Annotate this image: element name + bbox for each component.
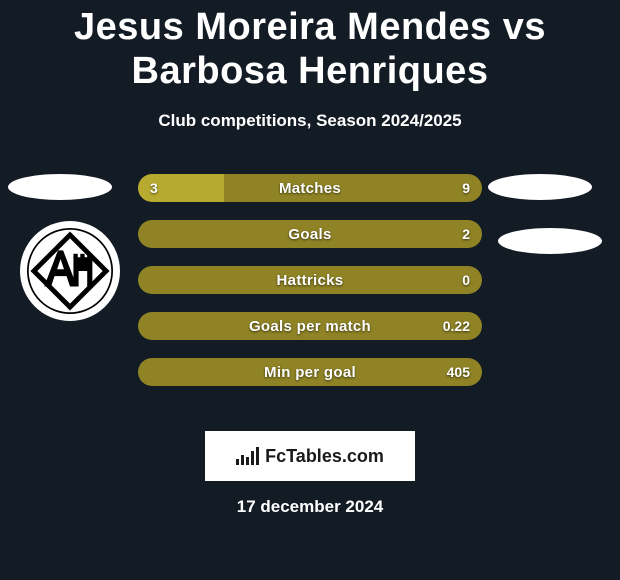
stat-row: Min per goal405 [138,358,482,386]
source-attribution-box: FcTables.com [205,431,415,481]
bar-chart-icon [236,447,259,465]
stat-row-right-value: 405 [447,358,470,386]
stat-row-label: Matches [138,174,482,202]
comparison-infographic: Jesus Moreira Mendes vs Barbosa Henrique… [0,0,620,580]
stat-row-right-value: 0 [462,266,470,294]
stat-row-left-value: 3 [150,174,158,202]
left-club-badge [20,221,120,321]
stat-row: Matches3 9 [138,174,482,202]
stat-bars: Matches3 9 Goals2 Hattricks0 Goals per match… [138,174,482,404]
generation-date: 17 december 2024 [0,497,620,517]
stat-row: Goals2 [138,220,482,248]
stat-row-right-value: 2 [462,220,470,248]
right-club-placeholder [498,228,602,254]
left-avatar-placeholder [8,174,112,200]
stat-row-label: Min per goal [138,358,482,386]
subtitle: Club competitions, Season 2024/2025 [0,111,620,131]
source-attribution-text: FcTables.com [265,446,384,467]
stat-row: Goals per match0.22 [138,312,482,340]
academica-crest-icon [27,228,113,314]
right-avatar-placeholder [488,174,592,200]
stat-row: Hattricks0 [138,266,482,294]
stat-row-right-value: 0.22 [443,312,470,340]
page-title: Jesus Moreira Mendes vs Barbosa Henrique… [0,0,620,93]
stat-row-label: Hattricks [138,266,482,294]
stat-row-right-value: 9 [462,174,470,202]
stat-row-label: Goals [138,220,482,248]
stat-row-label: Goals per match [138,312,482,340]
comparison-stage: Matches3 9 Goals2 Hattricks0 Goals per match… [0,163,620,413]
